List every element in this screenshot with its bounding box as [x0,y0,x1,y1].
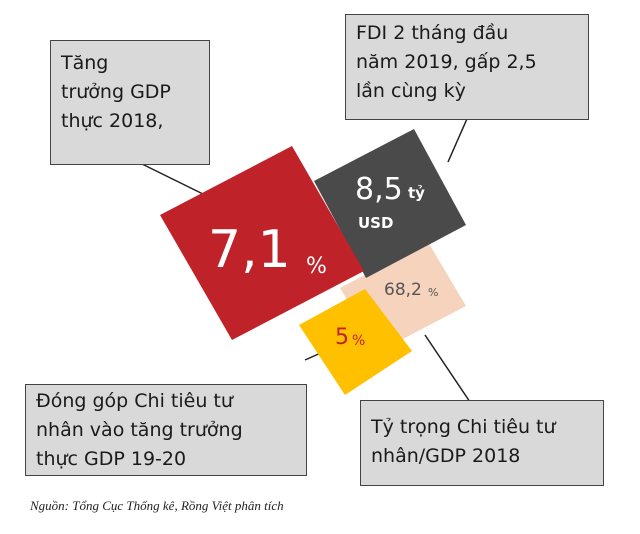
callout-line: nhân vào tăng trưởng [36,419,243,441]
tile-unit: % [306,254,327,279]
callout-box: Tăng trưởng GDP thực 2018, [50,40,210,165]
callout-line: nhân/GDP 2018 [371,445,521,467]
callout-box: Tỷ trọng Chi tiêu tư nhân/GDP 2018 [360,400,604,486]
callout-line: trưởng GDP [61,81,171,103]
tile-value: 5 [335,325,349,350]
callout-line: Tỷ trọng Chi tiêu tư [371,416,556,438]
connector [424,334,471,403]
tile-value: 7,1 [208,220,291,280]
callout-box: Đóng góp Chi tiêu tư nhân vào tăng trưởn… [25,384,307,476]
callout-line: thực GDP 19-20 [36,448,187,470]
callout-line: thực 2018, [61,110,164,132]
red-tile [160,146,364,340]
callout-line: Đóng góp Chi tiêu tư [36,390,233,412]
tile-unit: % [428,286,439,299]
connector [447,111,471,163]
callout-line: lần cùng kỳ [356,80,466,102]
gray-tile [314,129,466,278]
callout-box: FDI 2 tháng đầu năm 2019, gấp 2,5 lần cù… [345,14,589,120]
tile-value: 8,5 [355,172,403,207]
source: Nguồn: Tổng Cục Thống kê, Rồng Việt phân… [30,498,284,513]
callout-line: Tăng [61,52,109,74]
callout-line: năm 2019, gấp 2,5 [356,51,537,73]
tile-unit: USD [358,214,394,232]
connector [139,162,206,196]
tile-unit: tỷ [408,184,425,202]
tile-unit: % [352,333,366,349]
tile-value: 68,2 [384,280,422,300]
callout-line: FDI 2 tháng đầu [356,22,509,44]
yellow-tile [299,289,412,395]
